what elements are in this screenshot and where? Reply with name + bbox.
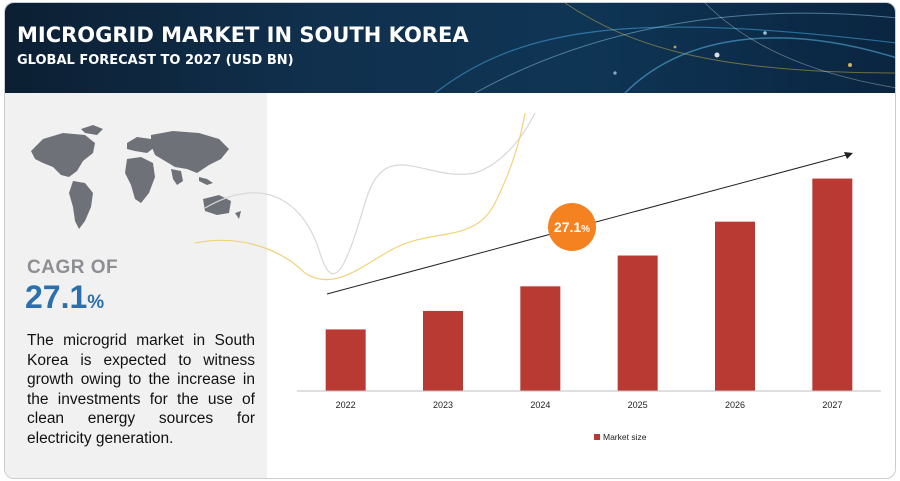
infographic-card: MICROGRID MARKET IN SOUTH KOREA GLOBAL F… bbox=[4, 2, 896, 479]
x-tick-labels: 2022 2023 2024 2025 2026 2027 bbox=[336, 400, 843, 410]
legend-label: Market size bbox=[603, 432, 647, 442]
cagr-number: 27.1 bbox=[25, 279, 88, 315]
decorative-swooshes bbox=[194, 112, 536, 281]
x-tick-2022: 2022 bbox=[336, 400, 356, 410]
bar-2023 bbox=[423, 310, 463, 391]
bar-2022 bbox=[325, 329, 366, 391]
page-title: MICROGRID MARKET IN SOUTH KOREA bbox=[17, 23, 469, 47]
legend-swatch bbox=[594, 434, 600, 440]
cagr-badge-unit: % bbox=[581, 224, 590, 235]
cagr-badge-value: 27.1 bbox=[554, 219, 581, 235]
x-tick-2026: 2026 bbox=[725, 400, 745, 410]
bars-group bbox=[325, 178, 853, 391]
x-tick-2024: 2024 bbox=[530, 400, 550, 410]
cagr-badge-circle bbox=[548, 203, 596, 251]
x-tick-2023: 2023 bbox=[433, 400, 453, 410]
bar-2027 bbox=[812, 178, 853, 391]
cagr-badge-text: 27.1% bbox=[554, 219, 590, 235]
bar-chart: 2022 2023 2024 2025 2026 2027 27.1% Market si… bbox=[194, 112, 881, 442]
cagr-unit: % bbox=[87, 292, 105, 313]
header-banner: MICROGRID MARKET IN SOUTH KOREA GLOBAL F… bbox=[5, 3, 895, 93]
x-tick-2025: 2025 bbox=[628, 400, 648, 410]
cagr-badge: 27.1% bbox=[548, 203, 596, 251]
x-tick-2027: 2027 bbox=[822, 400, 842, 410]
cagr-value: 27.1% bbox=[25, 279, 104, 316]
bar-2025 bbox=[617, 255, 658, 391]
world-map-icon bbox=[31, 125, 241, 229]
legend: Market size bbox=[594, 432, 647, 442]
header-light-streaks bbox=[434, 3, 895, 93]
sidebar-panel: CAGR OF 27.1% The microgrid market in So… bbox=[5, 93, 267, 478]
bar-2026 bbox=[715, 221, 755, 391]
page-subtitle: GLOBAL FORECAST TO 2027 (USD BN) bbox=[17, 53, 294, 68]
bar-2024 bbox=[520, 286, 561, 391]
cagr-label: CAGR OF bbox=[27, 257, 119, 278]
market-description: The microgrid market in South Korea is e… bbox=[27, 332, 255, 447]
